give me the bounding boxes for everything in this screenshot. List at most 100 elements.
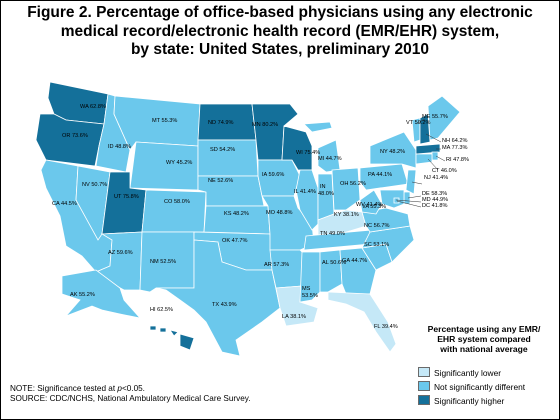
state-ms bbox=[299, 251, 321, 303]
state-label-mt: MT 55.3% bbox=[152, 118, 177, 124]
state-label-sc: SC 53.1% bbox=[364, 242, 389, 248]
state-label-va: VA 55.3% bbox=[362, 204, 386, 210]
state-label-dc: DC 41.8% bbox=[422, 203, 448, 209]
leader-line bbox=[396, 200, 422, 208]
leader-line bbox=[435, 155, 446, 162]
state-label-nv: NV 50.7% bbox=[82, 182, 107, 188]
state-label-ct: CT 46.0% bbox=[432, 168, 457, 174]
leader-line bbox=[407, 195, 422, 199]
state-label-nm: NM 52.5% bbox=[150, 259, 176, 265]
state-label-hi: HI 62.5% bbox=[150, 307, 173, 313]
state-label-ia: IA 59.6% bbox=[262, 172, 284, 178]
state-label-fl: FL 39.4% bbox=[374, 324, 398, 330]
state-label-ks: KS 48.2% bbox=[224, 211, 249, 217]
note-prefix: NOTE: Significance tested at bbox=[10, 384, 118, 393]
state-label-ri: RI 47.8% bbox=[446, 157, 469, 163]
legend-swatch-higher bbox=[418, 395, 430, 405]
state-label-il: IL 41.4% bbox=[294, 189, 316, 195]
state-label-mn: MN 80.2% bbox=[252, 122, 278, 128]
state-label-ut: UT 75.8% bbox=[114, 194, 139, 200]
state-label-vt: VT 59.2% bbox=[406, 120, 430, 126]
state-label-md: MD 44.9% bbox=[422, 197, 448, 203]
state-label-nh: NH 64.2% bbox=[442, 138, 468, 144]
state-oh bbox=[331, 167, 361, 211]
state-label-tx: TX 43.9% bbox=[212, 302, 237, 308]
leader-line bbox=[411, 181, 423, 185]
state-label-wv: WV 41.4% bbox=[356, 202, 382, 208]
legend-item-higher: Significantly higher bbox=[418, 395, 505, 406]
leader-line bbox=[425, 133, 442, 143]
note-suffix: <0.05. bbox=[121, 384, 145, 393]
states-layer bbox=[35, 81, 461, 357]
state-al bbox=[319, 249, 343, 293]
state-label-ca: CA 44.5% bbox=[52, 201, 77, 207]
state-label-nd: ND 74.9% bbox=[208, 120, 234, 126]
state-label-az: AZ 59.6% bbox=[108, 250, 133, 256]
state-ri bbox=[431, 151, 439, 161]
state-label-nj: NJ 41.4% bbox=[424, 175, 448, 181]
legend-title-line-3: with national average bbox=[440, 344, 528, 354]
legend-label-not-different: Not significantly different bbox=[434, 382, 526, 392]
state-label-la: LA 38.1% bbox=[282, 314, 306, 320]
leader-line bbox=[395, 199, 422, 203]
state-hi bbox=[149, 325, 195, 351]
state-co bbox=[141, 189, 207, 233]
leader-line bbox=[427, 158, 439, 171]
state-label-sd: SD 54.2% bbox=[210, 147, 235, 153]
leader-lines bbox=[395, 118, 446, 208]
state-label-me: ME 55.7% bbox=[422, 114, 448, 120]
state-label-ga: GA 44.7% bbox=[342, 258, 367, 264]
state-label-ma: MA 77.3% bbox=[442, 145, 468, 151]
note-p: p bbox=[117, 384, 122, 393]
state-nj bbox=[405, 169, 417, 195]
state-label-or: OR 73.6% bbox=[62, 133, 88, 139]
title-line-2: medical record/electronic health record … bbox=[60, 22, 500, 40]
state-label-oh: OH 56.2% bbox=[340, 181, 366, 187]
state-label-ok: OK 47.7% bbox=[222, 238, 248, 244]
state-label-mo: MO 48.8% bbox=[266, 210, 292, 216]
state-ny bbox=[369, 131, 417, 169]
state-wv bbox=[359, 189, 383, 215]
state-label-mi: MI 44.7% bbox=[318, 156, 342, 162]
legend-item-not-different: Not significantly different bbox=[418, 381, 526, 392]
state-label-wi: WI 75.4% bbox=[296, 150, 320, 156]
legend-swatch-lower bbox=[418, 367, 430, 377]
figure-title: Figure 2. Percentage of office-based phy… bbox=[8, 4, 552, 60]
state-label-al: AL 50.6% bbox=[322, 260, 346, 266]
state-ct bbox=[415, 153, 433, 165]
state-in bbox=[317, 173, 335, 221]
title-line-1: Figure 2. Percentage of office-based phy… bbox=[27, 4, 533, 21]
state-label-nc: NC 56.7% bbox=[364, 223, 390, 229]
state-nh bbox=[419, 113, 431, 145]
legend-label-lower: Significantly lower bbox=[434, 368, 502, 378]
state-fl bbox=[327, 291, 397, 353]
state-tx bbox=[155, 239, 281, 357]
state-label-de: DE 58.3% bbox=[422, 191, 447, 197]
legend-title: Percentage using any EMR/ EHR system com… bbox=[410, 324, 558, 354]
state-wy bbox=[129, 141, 199, 191]
state-label-ne: NE 52.6% bbox=[208, 178, 233, 184]
state-label-ms: MS 53.5% bbox=[302, 286, 318, 299]
legend-label-higher: Significantly higher bbox=[434, 396, 505, 406]
legend-title-line-2: EHR system compared bbox=[437, 334, 531, 344]
state-label-id: ID 48.8% bbox=[108, 144, 131, 150]
state-nv bbox=[75, 165, 111, 241]
legend-swatch-not-different bbox=[418, 381, 430, 391]
state-label-ny: NY 48.2% bbox=[380, 149, 405, 155]
state-pa bbox=[359, 163, 409, 191]
legend-item-lower: Significantly lower bbox=[418, 367, 502, 378]
state-ma bbox=[415, 143, 441, 155]
state-label-ky: KY 38.1% bbox=[334, 212, 359, 218]
legend-title-line-1: Percentage using any EMR/ bbox=[427, 324, 541, 334]
state-label-wa: WA 62.8% bbox=[80, 104, 106, 110]
significance-note: NOTE: Significance tested at p<0.05. bbox=[10, 384, 145, 394]
state-label-wy: WY 45.2% bbox=[166, 160, 192, 166]
state-dc bbox=[393, 197, 400, 204]
title-line-3: by state: United States, preliminary 201… bbox=[130, 41, 430, 58]
state-labels: WA 62.8% OR 73.6% CA 44.5% NV 50.7% ID 48.8%… bbox=[52, 104, 469, 330]
state-label-pa: PA 44.1% bbox=[368, 172, 392, 178]
state-label-ak: AK 55.2% bbox=[70, 292, 95, 298]
state-label-ar: AR 57.3% bbox=[264, 262, 289, 268]
state-label-tn: TN 49.0% bbox=[320, 231, 345, 237]
state-il bbox=[295, 169, 319, 231]
